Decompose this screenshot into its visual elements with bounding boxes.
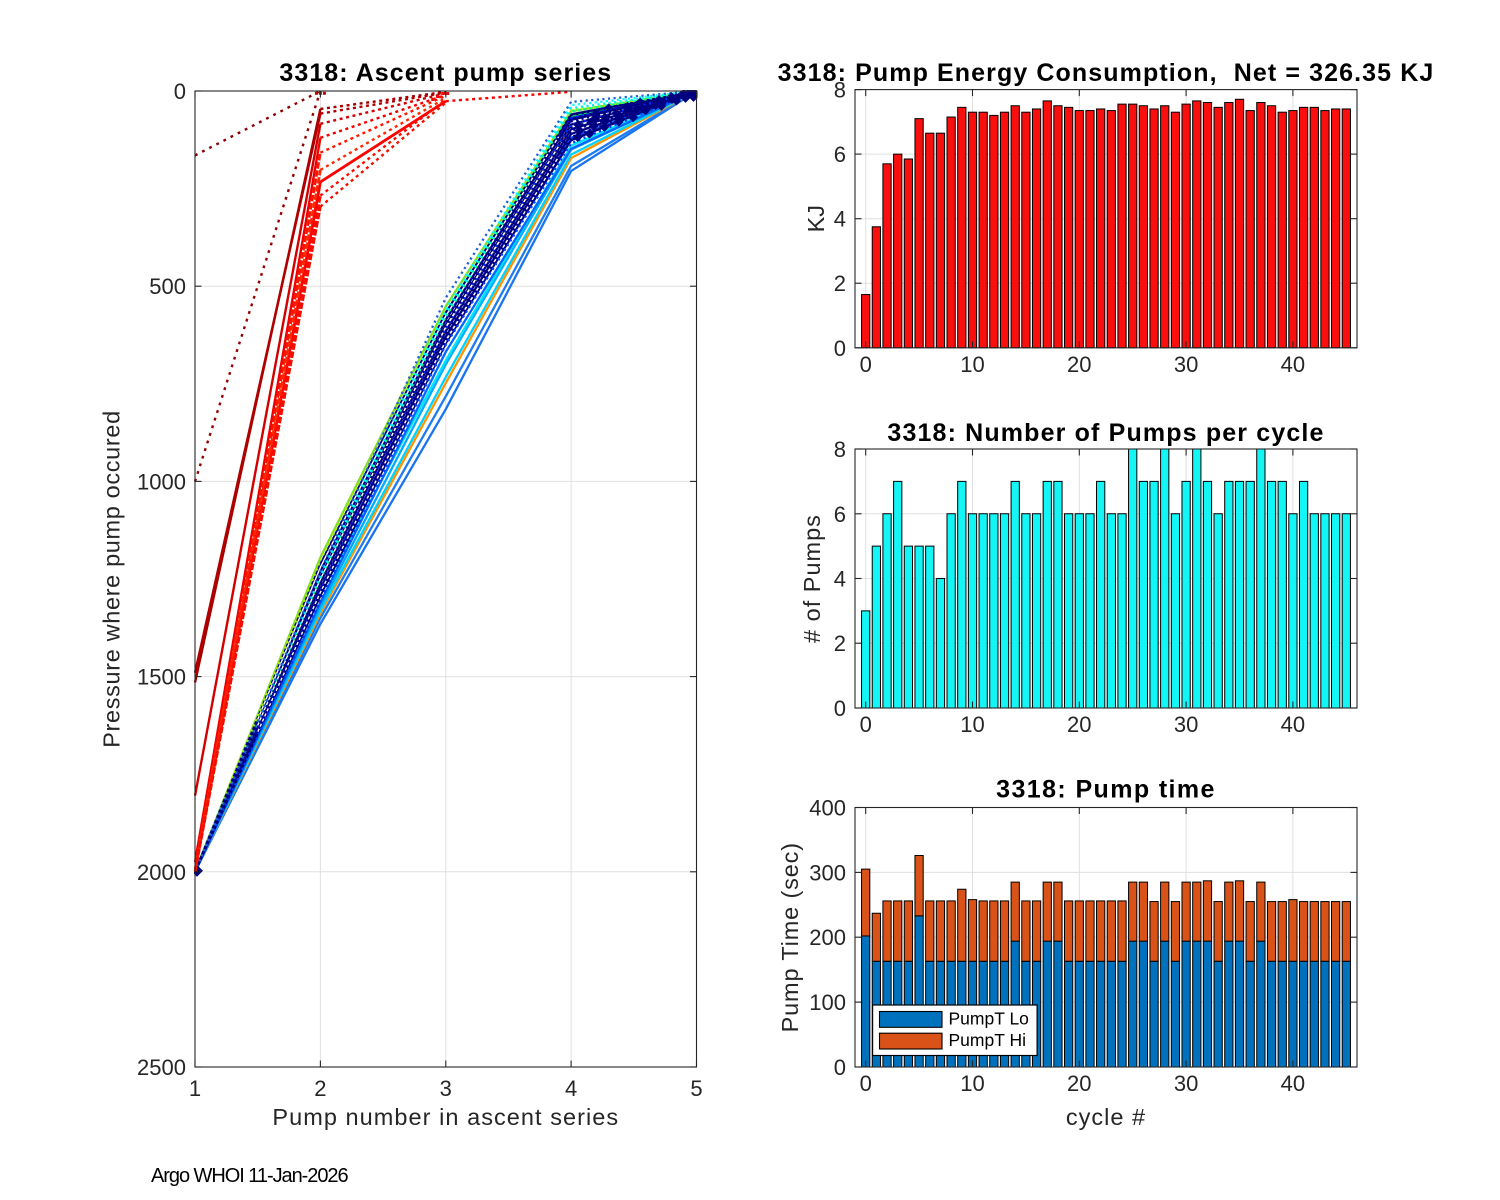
- svg-text:200: 200: [809, 925, 846, 950]
- svg-text:30: 30: [1174, 712, 1198, 737]
- svg-text:8: 8: [834, 437, 846, 462]
- svg-text:# of Pumps: # of Pumps: [799, 514, 825, 643]
- svg-text:Pump number in ascent series: Pump number in ascent series: [272, 1104, 619, 1130]
- svg-text:1: 1: [189, 1076, 201, 1101]
- svg-text:3318: Ascent pump series: 3318: Ascent pump series: [279, 59, 612, 87]
- svg-text:0: 0: [860, 1071, 872, 1096]
- svg-text:PumpT Hi: PumpT Hi: [949, 1030, 1026, 1050]
- svg-text:1000: 1000: [137, 469, 186, 494]
- svg-text:Argo WHOI 11-Jan-2026: Argo WHOI 11-Jan-2026: [151, 1165, 348, 1187]
- svg-text:4: 4: [834, 207, 846, 232]
- svg-text:0: 0: [834, 1055, 846, 1080]
- svg-text:2: 2: [834, 271, 846, 296]
- svg-text:2: 2: [834, 631, 846, 656]
- svg-text:3318: Number of Pumps per cycl: 3318: Number of Pumps per cycle: [887, 419, 1324, 447]
- svg-text:6: 6: [834, 502, 846, 527]
- svg-text:40: 40: [1281, 1071, 1305, 1096]
- svg-text:1500: 1500: [137, 665, 186, 690]
- svg-text:10: 10: [960, 1071, 984, 1096]
- svg-text:4: 4: [565, 1076, 577, 1101]
- svg-text:3318: Pump Energy Consumption,: 3318: Pump Energy Consumption, Net = 326…: [778, 59, 1435, 87]
- svg-text:300: 300: [809, 860, 846, 885]
- svg-text:0: 0: [834, 696, 846, 721]
- svg-text:0: 0: [174, 79, 186, 104]
- svg-text:Pump Time (sec): Pump Time (sec): [777, 842, 803, 1032]
- svg-text:20: 20: [1067, 1071, 1091, 1096]
- svg-text:KJ: KJ: [803, 205, 829, 232]
- svg-text:6: 6: [834, 142, 846, 167]
- svg-text:400: 400: [809, 796, 846, 821]
- svg-text:30: 30: [1174, 352, 1198, 377]
- svg-text:20: 20: [1067, 712, 1091, 737]
- svg-text:cycle #: cycle #: [1066, 1104, 1146, 1130]
- svg-text:40: 40: [1281, 352, 1305, 377]
- svg-text:100: 100: [809, 990, 846, 1015]
- svg-text:3318: Pump time: 3318: Pump time: [996, 776, 1216, 804]
- svg-text:8: 8: [834, 78, 846, 103]
- svg-text:10: 10: [960, 352, 984, 377]
- svg-text:30: 30: [1174, 1071, 1198, 1096]
- svg-text:20: 20: [1067, 352, 1091, 377]
- svg-text:10: 10: [960, 712, 984, 737]
- svg-text:40: 40: [1281, 712, 1305, 737]
- svg-text:2: 2: [314, 1076, 326, 1101]
- svg-text:2500: 2500: [137, 1055, 186, 1080]
- svg-text:3: 3: [440, 1076, 452, 1101]
- svg-text:Pressure where pump occured: Pressure where pump occured: [99, 410, 125, 748]
- svg-text:4: 4: [834, 567, 846, 592]
- svg-text:500: 500: [149, 274, 186, 299]
- svg-text:5: 5: [690, 1076, 702, 1101]
- svg-text:0: 0: [860, 352, 872, 377]
- svg-text:2000: 2000: [137, 860, 186, 885]
- svg-text:0: 0: [834, 336, 846, 361]
- svg-text:0: 0: [860, 712, 872, 737]
- svg-text:PumpT Lo: PumpT Lo: [949, 1009, 1029, 1029]
